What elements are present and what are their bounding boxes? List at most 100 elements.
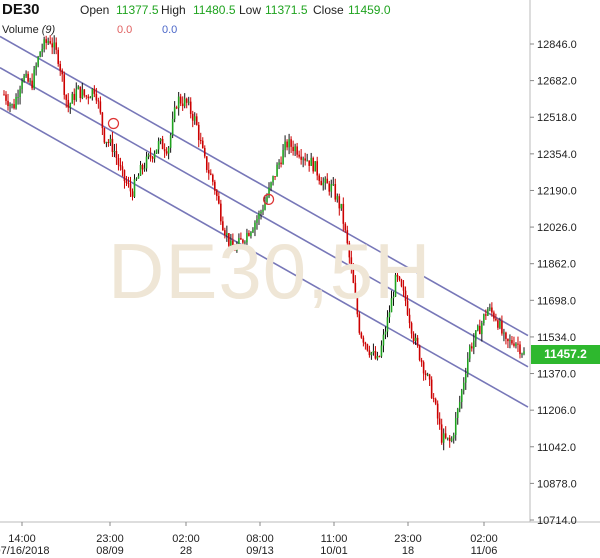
candle-body	[356, 295, 359, 315]
candle-body	[69, 103, 72, 108]
candle-body	[242, 239, 244, 243]
candle-body	[418, 345, 421, 360]
candle-body	[424, 373, 427, 376]
candle-body	[3, 94, 5, 96]
candle-body	[316, 161, 319, 176]
y-tick-label: 10878.0	[537, 478, 577, 490]
candle-body	[340, 203, 343, 209]
candle-body	[258, 213, 260, 220]
candle-body	[189, 101, 192, 114]
candle-body	[376, 356, 379, 359]
candle-body	[163, 149, 166, 152]
candle-body	[41, 48, 43, 52]
x-tick-time: 08:00	[246, 533, 274, 545]
candle-body	[521, 353, 523, 355]
candle-body	[123, 170, 126, 182]
candle-body	[336, 196, 339, 200]
candle-body	[388, 312, 391, 318]
candle-body	[61, 70, 64, 75]
candle-body	[73, 93, 76, 100]
candle-body	[382, 334, 385, 346]
candle-body	[31, 80, 33, 89]
candle-body	[175, 107, 178, 109]
candle-body	[394, 274, 397, 297]
candle-body	[503, 332, 505, 334]
candle-body	[468, 346, 471, 359]
candle-body	[21, 81, 23, 90]
candle-body	[485, 314, 487, 316]
candle-body	[29, 80, 31, 82]
candle-body	[201, 140, 204, 149]
candle-body	[487, 309, 489, 316]
candle-body	[462, 382, 465, 391]
x-tick-time: 02:00	[172, 533, 200, 545]
candle-body	[212, 174, 214, 182]
candle-body	[420, 359, 423, 363]
candle-body	[470, 346, 473, 349]
candle-body	[23, 76, 25, 82]
candle-body	[165, 151, 168, 154]
candle-body	[111, 138, 114, 152]
candle-body	[314, 161, 316, 172]
candle-body	[368, 350, 371, 356]
candle-body	[49, 41, 51, 44]
candle-body	[185, 98, 188, 103]
candle-body	[320, 180, 323, 186]
candle-body	[416, 337, 419, 346]
candle-body	[360, 332, 363, 338]
candle-body	[519, 344, 521, 355]
candle-body	[63, 74, 66, 95]
candle-body	[89, 97, 92, 99]
candle-body	[444, 433, 447, 438]
candle-body	[147, 154, 150, 157]
y-tick-label: 12518.0	[537, 112, 577, 124]
close-label: Close	[313, 3, 344, 17]
candle-body	[507, 338, 509, 342]
candle-body	[93, 88, 96, 94]
candle-body	[53, 42, 55, 48]
candle-body	[370, 352, 373, 356]
candle-body	[390, 298, 393, 313]
candle-body	[458, 402, 461, 409]
candle-body	[85, 95, 88, 97]
candle-body	[398, 276, 401, 280]
candle-body	[65, 94, 68, 100]
x-tick-time: 02:00	[470, 533, 498, 545]
candle-body	[218, 196, 220, 204]
x-tick-date: 18	[402, 545, 414, 557]
open-label: Open	[80, 3, 110, 17]
signal-marker	[262, 193, 275, 205]
candle-body	[438, 418, 441, 425]
candle-body	[207, 169, 210, 174]
candle-body	[71, 93, 74, 104]
candle-body	[149, 154, 152, 158]
candle-body	[392, 296, 395, 299]
candle-body	[77, 86, 80, 90]
candle-body	[266, 196, 268, 202]
candle-body	[234, 249, 236, 251]
symbol-title: DE30	[2, 1, 40, 18]
candle-body	[155, 149, 158, 154]
candle-body	[346, 230, 349, 244]
candle-body	[436, 403, 439, 419]
candle-body	[483, 314, 485, 324]
candle-body	[481, 323, 483, 335]
candle-body	[252, 229, 254, 233]
candle-body	[386, 317, 389, 332]
candle-body	[224, 230, 226, 236]
candle-body	[318, 175, 321, 181]
candle-body	[400, 279, 403, 287]
candle-body	[460, 390, 463, 403]
candle-body	[505, 332, 507, 339]
candle-body	[25, 73, 27, 77]
candle-body	[292, 146, 294, 152]
candle-body	[440, 424, 443, 443]
candle-body	[43, 39, 45, 49]
candle-body	[246, 232, 248, 243]
candle-body	[466, 358, 469, 374]
candle-body	[362, 337, 365, 343]
candle-body	[39, 51, 41, 57]
candle-body	[475, 330, 477, 341]
x-tick-time: 11:00	[321, 533, 348, 545]
